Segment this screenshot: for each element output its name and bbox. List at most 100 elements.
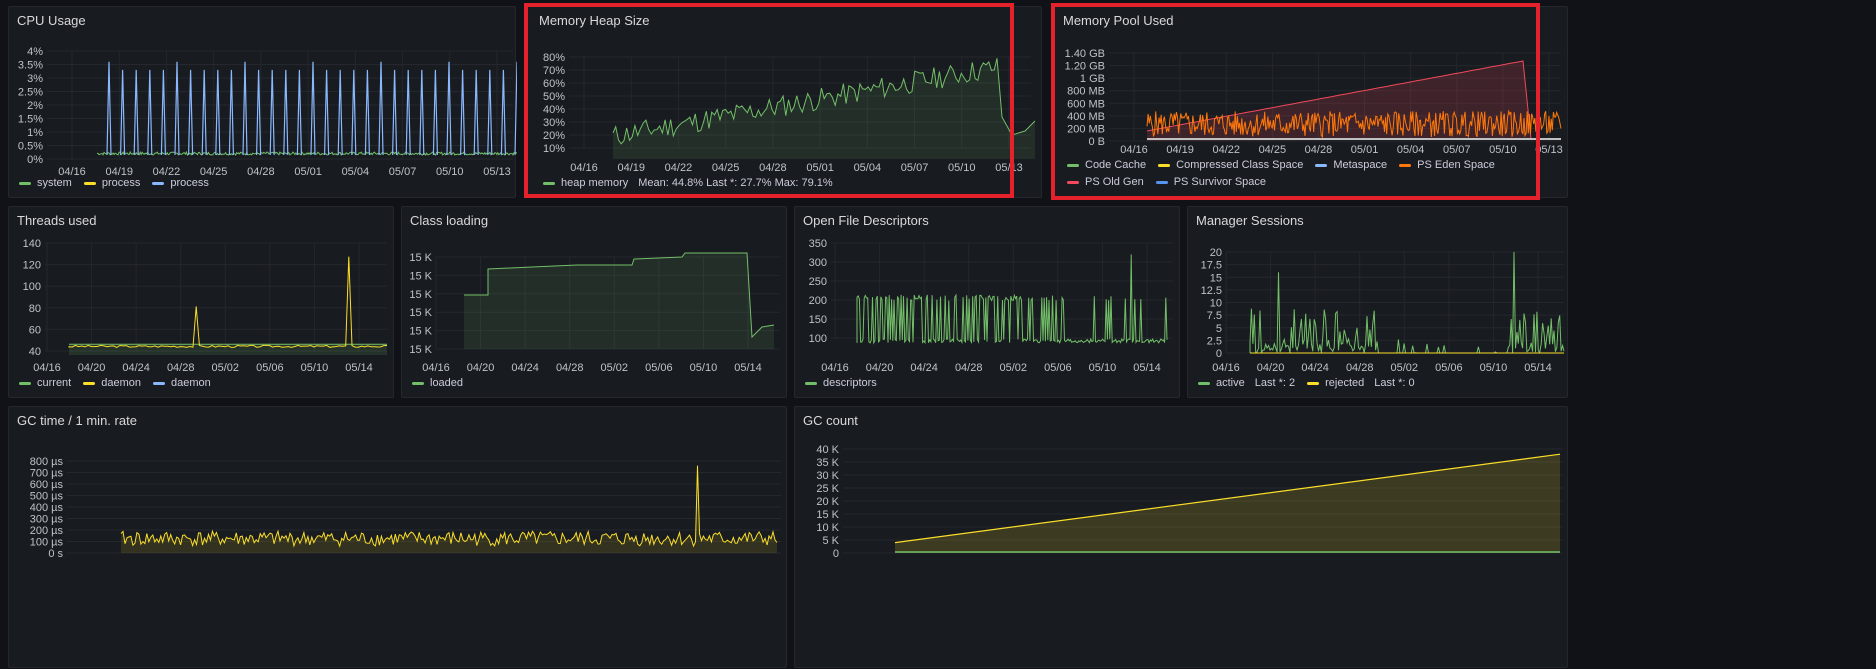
legend-item[interactable]: heap memory Mean: 44.8% Last *: 27.7% Max… — [543, 177, 833, 189]
x-tick-label: 04/28 — [1305, 144, 1333, 156]
series-area-gc-time — [121, 465, 777, 553]
y-tick-label: 200 µs — [30, 525, 64, 537]
panel-manager-sessions[interactable]: Manager Sessions 0 2.5 5 7.5 10 12.5 15 17.5 20 0… — [1187, 206, 1568, 398]
y-tick-label: 400 MB — [1067, 111, 1105, 123]
threads-chart[interactable]: 40 60 80 100 120 140 04/16 04/20 04/24 04/28 05/02… — [9, 207, 395, 399]
legend-stats: Mean: 44.8% Last *: 27.7% Max: 79.1% — [638, 177, 833, 189]
y-tick-label: 30 K — [816, 470, 839, 482]
panel-memory-heap-size[interactable]: Memory Heap Size 10% 20% 30% 40% 50% 60% 70% 80… — [526, 6, 1042, 198]
legend-item[interactable]: Metaspace — [1315, 159, 1387, 171]
y-tick-label: 600 MB — [1067, 98, 1105, 110]
y-tick-label: 15 — [1210, 272, 1222, 284]
legend-label: PS Old Gen — [1085, 176, 1144, 188]
x-tick-label: 04/22 — [1212, 144, 1240, 156]
legend-swatch — [805, 381, 817, 385]
y-tick-label: 10% — [543, 143, 565, 155]
memory-heap-chart[interactable]: 10%20%30%40%50%60%70%80% 04/16 04/19 04/22 0… — [527, 7, 1043, 199]
legend-item[interactable]: daemon — [83, 377, 141, 389]
legend-item[interactable]: process — [152, 177, 209, 189]
legend-swatch — [152, 181, 165, 185]
x-tick-label: 05/07 — [1443, 144, 1471, 156]
legend-label: Compressed Class Space — [1176, 159, 1304, 171]
x-tick-label: 04/24 — [511, 362, 539, 374]
y-tick-label: 20 K — [816, 496, 839, 508]
series-area-threads — [69, 344, 387, 355]
y-tick-label: 400 µs — [30, 502, 64, 514]
x-tick-label: 05/06 — [645, 362, 673, 374]
y-tick-label: 140 — [23, 238, 41, 250]
x-tick-label: 04/25 — [200, 166, 228, 178]
legend-item[interactable]: active Last *: 2 — [1198, 377, 1295, 389]
legend-label: PS Eden Space — [1417, 159, 1495, 171]
legend-item[interactable]: Compressed Class Space — [1158, 159, 1303, 171]
x-tick-label: 04/16 — [1212, 362, 1240, 374]
legend: descriptors — [805, 377, 877, 389]
panel-threads-used[interactable]: Threads used 40 60 80 100 120 140 04/16 04/20 04… — [8, 206, 394, 398]
legend-item[interactable]: descriptors — [805, 377, 877, 389]
panel-title: Class loading — [410, 213, 489, 228]
x-tick-label: 05/13 — [995, 162, 1023, 174]
y-tick-label: 5 — [1216, 323, 1222, 335]
y-tick-label: 4% — [27, 46, 43, 58]
panel-gc-time[interactable]: GC time / 1 min. rate 0 s 100 µs 200 µs 300… — [8, 406, 787, 668]
panel-open-file-descriptors[interactable]: Open File Descriptors 100 150 200 250 300 350… — [794, 206, 1180, 398]
legend: system process process — [19, 177, 209, 189]
class-loading-chart[interactable]: 15 K 15 K 15 K 15 K 15 K 15 K 04/16 04/20 04/24 0… — [402, 207, 788, 399]
y-tick-label: 200 MB — [1067, 123, 1105, 135]
legend-label: Metaspace — [1333, 159, 1388, 171]
cpu-usage-chart[interactable]: 0%0.5% 1%1.5% 2%2.5% 3%3.5% 4% 04/16 04/19 04/2… — [9, 7, 517, 199]
legend-label: PS Survivor Space — [1173, 176, 1267, 188]
legend-label: current — [37, 377, 72, 389]
legend-item[interactable]: daemon — [153, 377, 211, 389]
gc-count-chart[interactable]: 05 K10 K15 K20 K25 K30 K35 K40 K — [795, 407, 1569, 669]
legend-item[interactable]: PS Old Gen — [1067, 176, 1144, 188]
series-daemon — [68, 256, 388, 348]
y-tick-label: 50% — [543, 91, 565, 103]
x-tick-label: 05/01 — [1351, 144, 1379, 156]
file-descriptors-chart[interactable]: 100 150 200 250 300 350 04/16 04/20 04/24 04/28 05… — [795, 207, 1181, 399]
x-tick-label: 05/10 — [1489, 144, 1517, 156]
legend: active Last *: 2 rejected Last *: 0 — [1198, 377, 1415, 389]
panel-class-loading[interactable]: Class loading 15 K 15 K 15 K 15 K 15 K 15 K 04… — [401, 206, 787, 398]
y-tick-label: 5 K — [822, 535, 839, 547]
series-gc-count — [894, 453, 1561, 544]
legend-item[interactable]: current — [19, 377, 71, 389]
y-tick-label: 350 — [809, 238, 827, 250]
legend-item[interactable]: system — [19, 177, 72, 189]
y-tick-label: 150 — [809, 314, 827, 326]
y-tick-label: 7.5 — [1207, 310, 1222, 322]
y-tick-label: 15 K — [409, 252, 432, 264]
y-tick-label: 700 µs — [30, 468, 64, 480]
x-tick-label: 05/04 — [1397, 144, 1425, 156]
legend-item[interactable]: Code Cache — [1067, 159, 1146, 171]
panel-title: Manager Sessions — [1196, 213, 1304, 228]
x-tick-label: 04/28 — [247, 166, 275, 178]
x-tick-label: 04/28 — [556, 362, 584, 374]
x-tick-label: 04/24 — [122, 362, 150, 374]
x-tick-label: 04/16 — [570, 162, 598, 174]
y-tick-label: 300 µs — [30, 514, 64, 526]
y-tick-label: 30% — [543, 117, 565, 129]
legend-item[interactable]: PS Survivor Space — [1155, 176, 1267, 188]
panel-memory-pool-used[interactable]: Memory Pool Used 0 B 200 MB 400 MB 600 MB 80… — [1052, 6, 1568, 198]
x-tick-label: 04/28 — [167, 362, 195, 374]
y-tick-label: 15 K — [409, 344, 432, 356]
y-tick-label: 40 K — [816, 444, 839, 456]
legend-item[interactable]: rejected Last *: 0 — [1307, 377, 1415, 389]
panel-title: Threads used — [17, 213, 97, 228]
legend-item[interactable]: loaded — [412, 377, 463, 389]
legend-label: daemon — [171, 377, 211, 389]
y-tick-label: 15 K — [409, 326, 432, 338]
y-tick-label: 3% — [27, 73, 43, 85]
legend-item[interactable]: process — [83, 177, 140, 189]
x-tick-label: 05/06 — [1435, 362, 1463, 374]
y-tick-label: 35 K — [816, 457, 839, 469]
legend-item[interactable]: PS Eden Space — [1399, 159, 1495, 171]
y-tick-label: 2% — [27, 100, 43, 112]
panel-cpu-usage[interactable]: CPU Usage 0% 0.5% 1% 1.5% 2% 2.5% 3% 3.5% 4% 04/1… — [8, 6, 517, 199]
legend: current daemon daemon — [19, 377, 211, 389]
